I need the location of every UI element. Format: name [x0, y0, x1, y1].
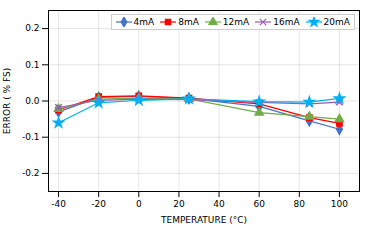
html-text:8mA: 8mA	[178, 17, 199, 27]
svg-text:40: 40	[213, 199, 225, 209]
svg-text:-40: -40	[51, 199, 66, 209]
svg-text:0.0: 0.0	[25, 96, 40, 106]
html-text:4mA: 4mA	[133, 17, 155, 27]
svg-text:60: 60	[253, 199, 265, 209]
svg-text:100: 100	[331, 199, 348, 209]
svg-text:-20: -20	[91, 199, 106, 209]
svg-text:80: 80	[294, 199, 306, 209]
svg-text:20: 20	[173, 199, 185, 209]
svg-text:TEMPERATURE (°C): TEMPERATURE (°C)	[160, 215, 247, 225]
html-text:12mA: 12mA	[222, 17, 250, 27]
svg-text:0.1: 0.1	[25, 60, 39, 70]
html-text:20mA: 20mA	[323, 17, 350, 27]
svg-text:0.2: 0.2	[25, 23, 39, 33]
html-text:16mA: 16mA	[273, 17, 300, 27]
svg-text:ERROR ( % FS): ERROR ( % FS)	[2, 68, 12, 134]
svg-text:-0.1: -0.1	[22, 132, 40, 142]
svg-text:-0.2: -0.2	[22, 168, 40, 178]
svg-text:0: 0	[136, 199, 142, 209]
